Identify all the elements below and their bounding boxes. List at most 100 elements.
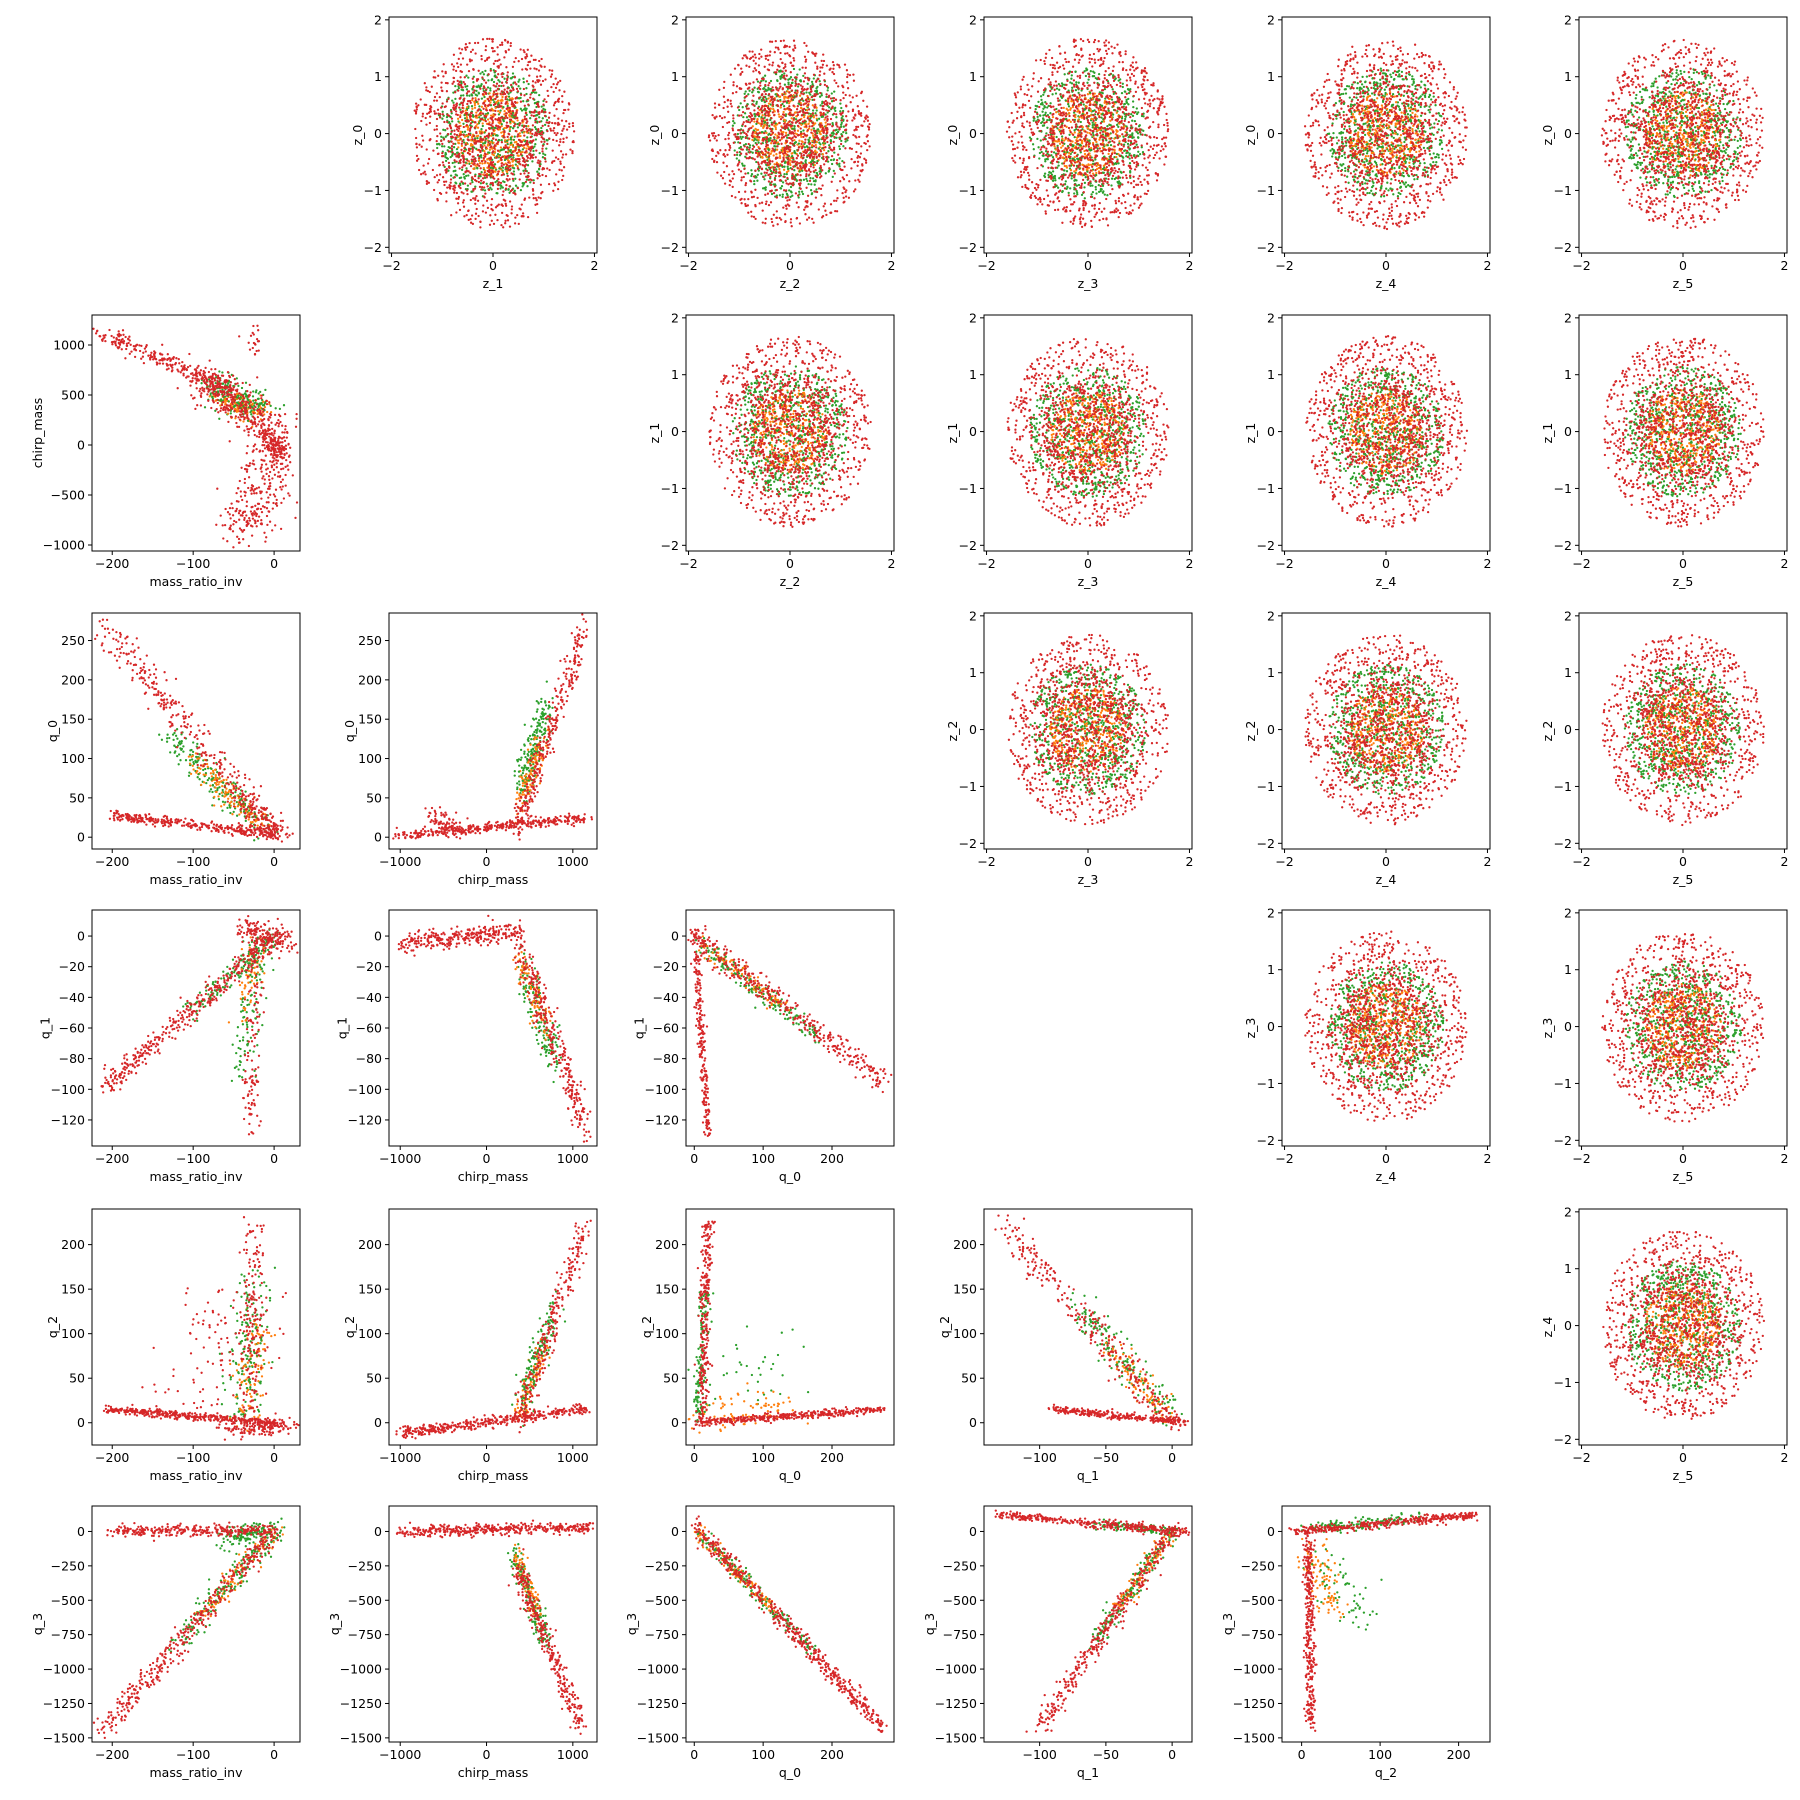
scatter-point [482,142,485,145]
scatter-point [731,92,735,95]
scatter-point [512,170,516,173]
scatter-point [752,59,755,62]
scatter-point [829,139,833,143]
scatter-point [507,161,510,164]
scatter-point [823,103,827,106]
scatter-point [457,89,460,92]
scatter-point [471,155,474,158]
scatter-point [721,177,725,180]
scatter-point [814,112,817,115]
scatter-point [760,172,763,175]
scatter-point [790,225,793,228]
scatter-point [491,40,494,43]
scatter-point [527,125,530,128]
scatter-point [840,139,843,143]
scatter-point [810,131,813,134]
scatter-point [779,117,783,121]
scatter-point [785,145,788,148]
scatter-point [765,99,768,103]
scatter-point [464,112,468,115]
scatter-point [1115,162,1118,165]
scatter-point [775,71,778,74]
scatter-point [766,121,769,124]
scatter-point [471,148,474,152]
scatter-point [818,80,821,83]
scatter-point [807,182,810,186]
scatter-point [442,128,445,131]
scatter-point [795,95,798,98]
scatter-point [842,96,845,100]
scatter-point [804,76,807,79]
scatter-point [527,103,530,106]
scatter-point [424,116,427,120]
scatter-point [457,146,460,149]
scatter-point [541,167,545,170]
scatter-point [521,124,524,127]
scatter-point [773,114,776,117]
scatter-point [501,116,504,119]
scatter-point [436,181,439,184]
scatter-point [531,80,535,83]
scatter-point [497,109,500,113]
scatter-point [841,115,844,118]
scatter-point [553,131,556,135]
scatter-point [768,54,771,57]
scatter-point [730,105,733,108]
scatter-point [834,209,837,213]
scatter-point [501,95,504,99]
scatter-point [455,174,459,177]
scatter-point [745,120,748,123]
scatter-point [548,111,551,115]
scatter-point [787,99,790,103]
scatter-point [496,153,500,156]
scatter-point [855,142,858,145]
scatter-point [543,98,546,101]
scatter-point [553,184,557,187]
scatter-point [835,161,838,165]
scatter-point [459,115,462,119]
scatter-point [426,112,429,115]
scatter-point [783,165,786,168]
scatter-point [518,78,521,81]
scatter-point [794,162,797,166]
scatter-point [767,203,771,207]
scatter-point [458,80,461,84]
scatter-point [445,115,449,119]
scatter-point [731,124,735,127]
scatter-point [736,137,740,141]
scatter-point [449,127,453,130]
scatter-point [508,118,512,121]
scatter-point [481,210,485,213]
scatter-point [466,192,469,196]
scatter-point [519,100,523,103]
scatter-point [460,168,464,172]
scatter-point [769,169,773,173]
scatter-point [844,138,847,141]
scatter-point [457,82,460,86]
scatter-point [715,154,718,158]
scatter-point [484,211,488,214]
scatter-point [538,162,541,165]
scatter-point [415,105,418,108]
scatter-point [1060,146,1063,149]
scatter-point [569,148,572,151]
scatter-point [783,151,787,155]
scatter-point [494,102,497,106]
scatter-point [506,167,510,170]
scatter-point [429,115,432,118]
scatter-point [420,119,423,123]
scatter-point [818,170,821,173]
scatter-point [536,170,539,173]
scatter-point [494,85,497,88]
scatter-point [787,183,790,186]
scatter-point [500,203,503,206]
scatter-point [493,145,496,148]
scatter-point [554,100,557,104]
scatter-point [784,126,787,130]
scatter-point [514,216,517,219]
scatter-point [433,110,436,113]
scatter-point [445,191,448,194]
scatter-point [433,175,436,179]
scatter-point [466,151,470,155]
y-tick-label: 2 [374,12,382,27]
